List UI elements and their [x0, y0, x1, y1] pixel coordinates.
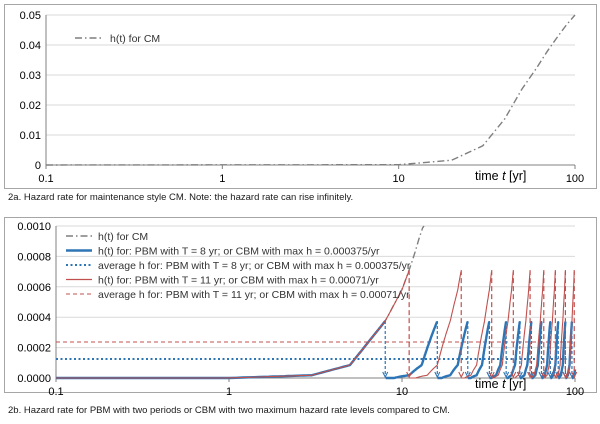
- legend-label: h(t) for: PBM with T = 8 yr; or CBM with…: [98, 246, 380, 258]
- y-tick-label: 0.0004: [17, 312, 51, 324]
- sawtooth-segment: [543, 271, 556, 379]
- legend-label: h(t) for: PBM with T = 11 yr; or CBM wit…: [98, 275, 379, 287]
- y-tick-label: 0.0008: [17, 251, 51, 263]
- reset-arrowhead: [464, 371, 471, 379]
- sawtooth-segment: [541, 321, 552, 380]
- sawtooth-segment: [491, 271, 514, 379]
- reset-arrowhead: [503, 371, 510, 379]
- sawtooth-segment: [489, 321, 508, 380]
- x-tick-label: 0.1: [48, 386, 63, 398]
- reset-arrowhead: [527, 371, 534, 379]
- sawtooth-segment: [56, 320, 387, 380]
- x-tick-label: 100: [566, 173, 584, 185]
- reset-arrowhead: [486, 371, 493, 379]
- reset-arrowhead: [434, 371, 441, 379]
- sawtooth-segment: [531, 321, 543, 380]
- sawtooth-segment: [565, 271, 575, 379]
- x-axis-title: time t [yr]: [475, 169, 526, 183]
- y-tick-label: 0: [35, 160, 41, 172]
- y-tick-label: 0.03: [20, 70, 41, 82]
- y-tick-label: 0.01: [20, 130, 41, 142]
- y-tick-label: 0.0010: [17, 221, 51, 233]
- reset-arrowhead: [488, 371, 495, 379]
- sawtooth-segment: [437, 321, 469, 380]
- reset-arrowhead: [382, 371, 389, 379]
- sawtooth-segment: [513, 271, 531, 379]
- legend-label: h(t) for CM: [98, 231, 148, 243]
- x-tick-label: 100: [566, 386, 584, 398]
- chart-2a: 0 0.01 0.02 0.03 0.04 0.05 0.1 1 10 100 h(t) for …: [20, 10, 585, 185]
- reset-arrowhead: [538, 371, 545, 379]
- y-tick-label: 0.0006: [17, 282, 51, 294]
- sawtooth-segment: [550, 321, 560, 380]
- sawtooth-segment: [56, 270, 410, 379]
- y-tick-label: 0.04: [20, 40, 41, 52]
- reset-arrowhead: [562, 371, 569, 379]
- reset-arrowhead: [458, 371, 465, 379]
- x-tick-label: 10: [393, 173, 405, 185]
- legend-label: h(t) for CM: [110, 33, 160, 45]
- sawtooth-segment: [461, 271, 493, 379]
- x-tick-label: 1: [226, 386, 232, 398]
- x-tick-label: 10: [396, 386, 408, 398]
- reset-arrowhead: [540, 371, 547, 379]
- y-tick-label: 0.05: [20, 10, 41, 22]
- figure-caption-2b: 2b. Hazard rate for PBM with two periods…: [8, 405, 450, 416]
- sawtooth-segment: [409, 271, 462, 379]
- reset-arrowhead: [571, 371, 578, 379]
- reset-arrowhead: [406, 371, 413, 379]
- sawtooth-segment: [558, 321, 567, 380]
- sawtooth-segment: [385, 321, 439, 380]
- y-tick-label: 0.02: [20, 100, 41, 112]
- y-tick-label: 0.0000: [17, 373, 51, 385]
- chart-2b-frame: [4, 217, 597, 393]
- sawtooth-segment: [467, 321, 491, 380]
- x-tick-label: 0.1: [38, 173, 53, 185]
- x-axis-title: time t [yr]: [475, 377, 526, 391]
- series-line-cm: [45, 14, 576, 166]
- figure-caption-2a: 2a. Hazard rate for maintenance style CM…: [8, 192, 354, 203]
- reset-arrowhead: [510, 371, 517, 379]
- sawtooth-segment: [530, 271, 545, 379]
- sawtooth-segment: [555, 271, 566, 379]
- chart-2a-frame: [4, 4, 597, 189]
- reset-arrowhead: [547, 371, 554, 379]
- legend-label: average h for: PBM with T = 8 yr; or CBM…: [98, 260, 411, 272]
- x-tick-label: 1: [219, 173, 225, 185]
- y-tick-label: 0.0002: [17, 343, 51, 355]
- legend-label: average h for: PBM with T = 11 yr; or CB…: [98, 289, 410, 301]
- reset-arrowhead: [552, 371, 559, 379]
